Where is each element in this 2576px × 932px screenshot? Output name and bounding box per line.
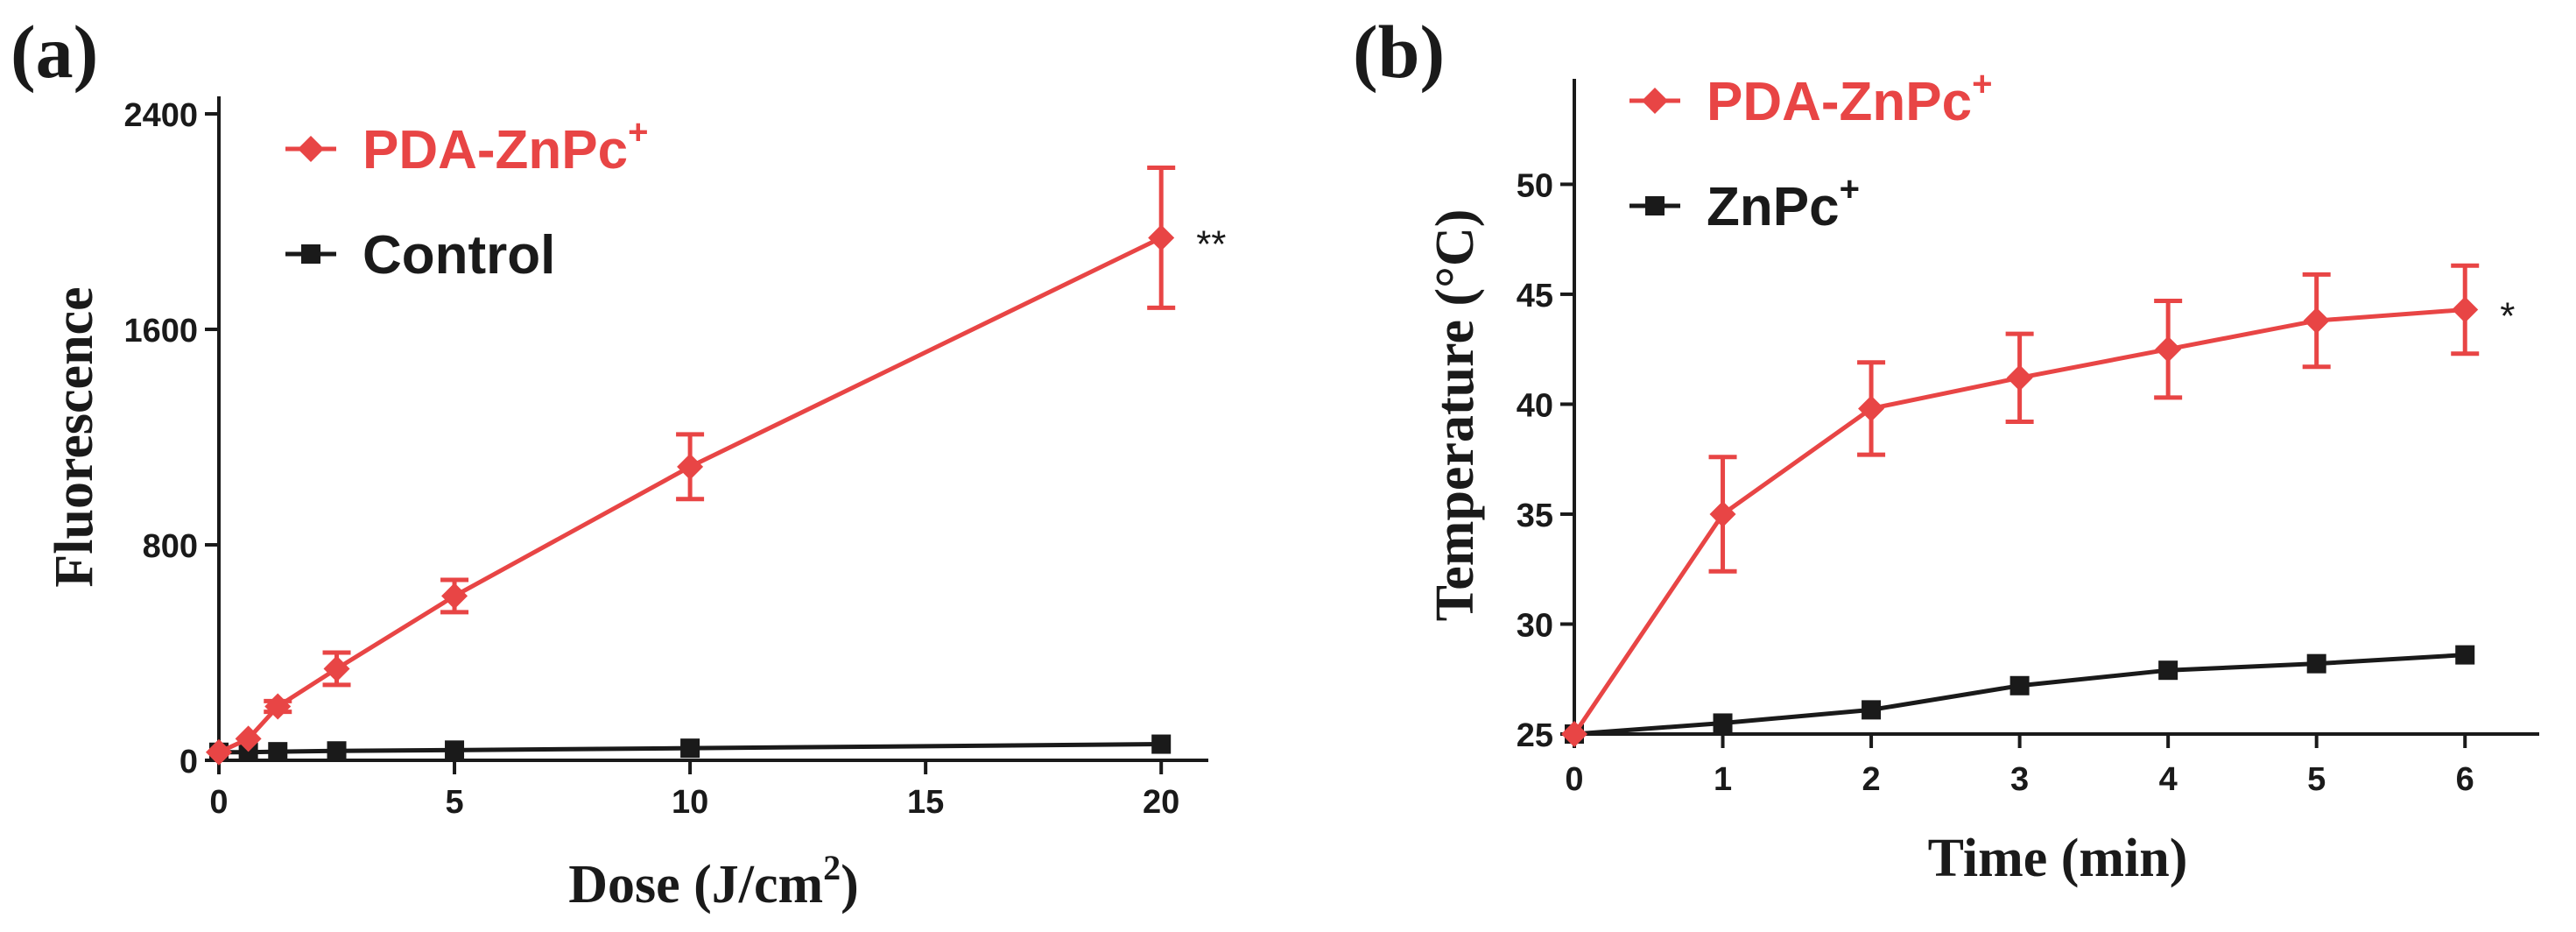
legend-entry-0: PDA-ZnPc+	[285, 113, 649, 180]
y-tick-label: 2400	[123, 97, 198, 134]
data-point	[1858, 395, 1885, 422]
x-tick-label: 10	[672, 784, 708, 821]
data-point	[2155, 335, 2182, 363]
legend-marker	[298, 136, 324, 162]
x-axis-label: Time (min)	[1928, 829, 2188, 888]
data-point	[1151, 734, 1172, 754]
x-tick-label: 3	[2010, 761, 2029, 798]
significance-annotation: *	[2500, 295, 2515, 338]
legend-label: PDA-ZnPc+	[362, 113, 649, 180]
y-tick-label: 0	[179, 744, 198, 780]
x-tick-label: 2	[1862, 761, 1881, 798]
legend-marker	[1645, 196, 1665, 215]
data-point	[2306, 653, 2326, 674]
series-0	[206, 166, 1176, 766]
data-point	[238, 742, 258, 762]
data-point	[235, 725, 262, 752]
x-tick-label: 0	[1565, 761, 1583, 798]
data-point	[2006, 364, 2033, 392]
y-tick-label: 35	[1517, 498, 1553, 534]
x-tick-label: 6	[2456, 761, 2474, 798]
y-tick-label: 50	[1517, 167, 1553, 204]
legend-entry-1: ZnPc+	[1629, 170, 1860, 237]
chart-panel-0: (a) 0 800 1600 2400 0 5 10 15 20 Dose (J/cm2) Fluor…	[11, 10, 1226, 914]
data-point	[264, 693, 292, 720]
x-tick-label: 1	[1714, 761, 1732, 798]
data-point	[2158, 660, 2178, 681]
series-1	[209, 734, 1172, 762]
data-point	[680, 738, 700, 759]
legend-entry-1: Control	[285, 225, 555, 286]
y-tick-label: 1600	[123, 313, 198, 350]
x-tick-label: 15	[907, 784, 944, 821]
legend-label: Control	[362, 225, 555, 286]
panel-label: (a)	[11, 10, 98, 94]
y-tick-label: 25	[1517, 717, 1553, 754]
panel-label: (b)	[1353, 10, 1445, 94]
data-point	[2303, 307, 2330, 335]
legend-marker	[1642, 88, 1668, 114]
y-tick-label: 30	[1517, 607, 1553, 644]
legend-label: ZnPc+	[1707, 170, 1860, 237]
y-axis-label: Fluorescence	[45, 286, 104, 587]
data-point	[441, 582, 468, 610]
x-axis-label: Dose (J/cm2)	[568, 848, 859, 914]
data-point	[2452, 296, 2479, 323]
legend-marker	[301, 244, 320, 264]
y-axis-label: Temperature (°C)	[1425, 209, 1485, 622]
significance-annotation: **	[1196, 222, 1226, 265]
data-point	[445, 740, 465, 760]
series-0	[1561, 263, 2480, 747]
y-tick-label: 45	[1517, 278, 1553, 314]
data-point	[2009, 675, 2030, 695]
y-tick-label: 40	[1517, 387, 1553, 424]
data-point	[2455, 645, 2475, 665]
data-point	[1148, 224, 1175, 251]
data-point	[677, 453, 704, 480]
legend-label: PDA-ZnPc+	[1707, 65, 1993, 132]
x-tick-label: 0	[209, 784, 228, 821]
y-tick-label: 800	[143, 528, 198, 565]
data-point	[268, 742, 288, 762]
data-point	[323, 655, 350, 682]
data-point	[327, 741, 347, 761]
data-point	[1862, 700, 1882, 720]
x-tick-label: 5	[2307, 761, 2326, 798]
legend-entry-0: PDA-ZnPc+	[1629, 65, 1993, 132]
data-point	[1713, 713, 1733, 733]
x-tick-label: 4	[2159, 761, 2178, 798]
data-point	[1709, 500, 1736, 527]
x-tick-label: 5	[445, 784, 463, 821]
series-1	[1565, 645, 2475, 744]
x-tick-label: 20	[1143, 784, 1179, 821]
data-point	[206, 738, 232, 766]
data-point	[1561, 721, 1587, 747]
